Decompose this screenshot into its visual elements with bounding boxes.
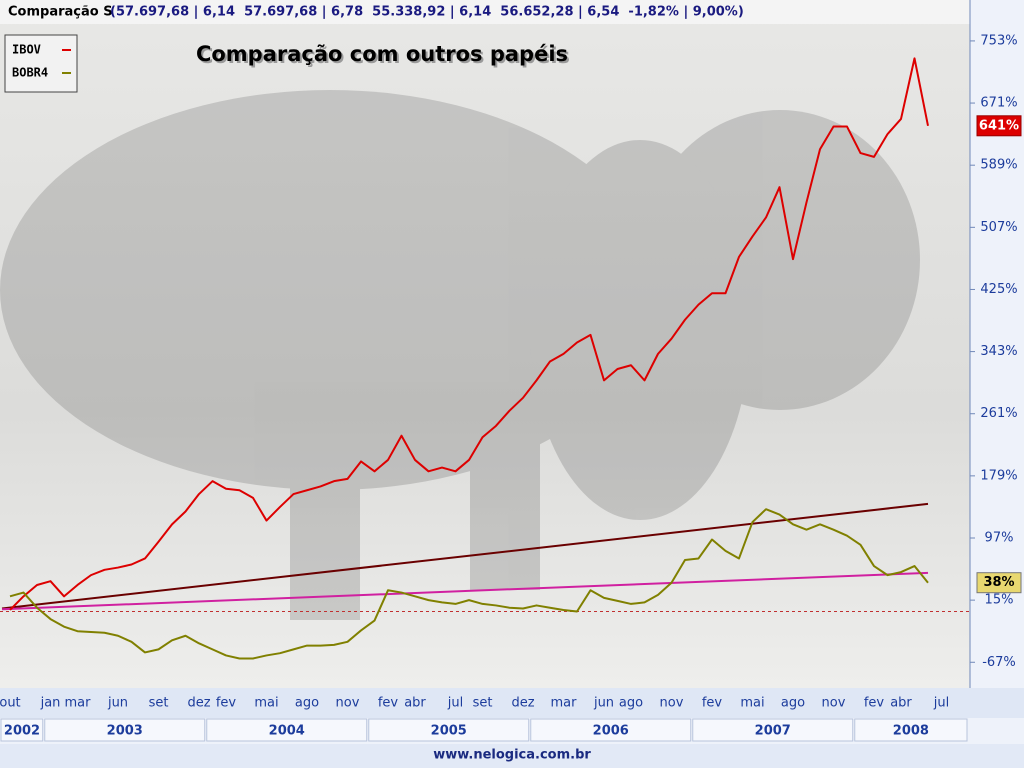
x-axis-panel xyxy=(0,688,1024,718)
x-tick-label: jul xyxy=(933,696,949,711)
y-tick-label: 261% xyxy=(980,406,1017,421)
x-tick-label: mai xyxy=(740,696,764,711)
x-tick-label: dez xyxy=(187,696,210,711)
x-tick-label: ago xyxy=(781,696,805,711)
series-line xyxy=(9,508,929,660)
last-value-label: 641% xyxy=(979,118,1019,133)
last-value-box xyxy=(976,572,1022,594)
x-tick-label: set xyxy=(149,696,169,711)
x-tick-label: mai xyxy=(254,696,278,711)
y-tick-label: 507% xyxy=(980,220,1017,235)
trendline xyxy=(1,502,929,610)
x-tick-label: mar xyxy=(551,696,578,711)
y-tick-label: 343% xyxy=(980,344,1017,359)
header-values: (57.697,68 | 6,14 57.697,68 | 6,78 55.33… xyxy=(110,5,744,20)
year-label: 2004 xyxy=(269,724,305,739)
legend xyxy=(4,34,78,93)
y-tick-label: 753% xyxy=(980,33,1017,48)
year-label: 2006 xyxy=(593,724,629,739)
y-tick-label: -67% xyxy=(982,655,1016,670)
x-tick-label: set xyxy=(473,696,493,711)
year-label: 2008 xyxy=(893,724,929,739)
year-cell xyxy=(206,718,368,742)
x-tick-label: jan xyxy=(40,696,61,711)
y-tick-label: 179% xyxy=(980,468,1017,483)
year-cell xyxy=(0,718,44,742)
last-value-box xyxy=(976,115,1022,137)
footer-bar xyxy=(0,744,1024,768)
header-bar xyxy=(0,0,970,24)
x-tick-label: nov xyxy=(660,696,684,711)
year-label: 2003 xyxy=(107,724,143,739)
x-tick-label: jun xyxy=(107,696,128,711)
x-tick-label: out xyxy=(0,696,21,711)
footer-url: www.nelogica.com.br xyxy=(433,748,591,763)
x-tick-label: jun xyxy=(593,696,614,711)
y-tick-label: 15% xyxy=(985,593,1014,608)
y-tick-label: 425% xyxy=(980,282,1017,297)
x-tick-label: nov xyxy=(336,696,360,711)
background-photo xyxy=(0,90,920,620)
year-cell xyxy=(854,718,968,742)
legend-label: IBOV xyxy=(12,43,41,57)
header-title: Comparação S xyxy=(8,5,113,20)
legend-label: BOBR4 xyxy=(12,66,48,80)
x-tick-label: ago xyxy=(295,696,319,711)
x-tick-label: fev xyxy=(216,696,237,711)
year-label: 2002 xyxy=(4,724,40,739)
y-tick-label: 97% xyxy=(985,530,1014,545)
last-value-label: 38% xyxy=(983,575,1014,590)
x-tick-label: fev xyxy=(702,696,723,711)
chart-title: Comparação com outros papéis xyxy=(196,42,568,66)
trendline xyxy=(1,571,929,611)
y-tick-label: 589% xyxy=(980,158,1017,173)
x-tick-label: abr xyxy=(404,696,426,711)
x-tick-label: dez xyxy=(511,696,534,711)
plot-background xyxy=(0,0,970,688)
year-label: 2007 xyxy=(755,724,791,739)
year-label: 2005 xyxy=(431,724,467,739)
x-tick-label: mar xyxy=(65,696,92,711)
x-tick-label: fev xyxy=(864,696,885,711)
x-tick-label: nov xyxy=(822,696,846,711)
x-tick-label: jul xyxy=(447,696,463,711)
year-cell xyxy=(530,718,692,742)
x-tick-label: fev xyxy=(378,696,399,711)
y-tick-label: 671% xyxy=(980,96,1017,111)
x-tick-label: ago xyxy=(619,696,643,711)
year-cell xyxy=(368,718,530,742)
x-tick-label: abr xyxy=(890,696,912,711)
series-line xyxy=(9,57,929,611)
year-cell xyxy=(692,718,854,742)
year-cell xyxy=(44,718,206,742)
